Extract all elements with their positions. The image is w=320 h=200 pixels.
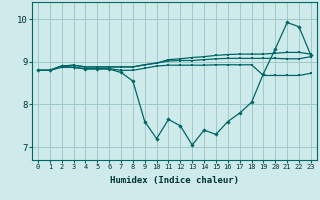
X-axis label: Humidex (Indice chaleur): Humidex (Indice chaleur) <box>110 176 239 185</box>
